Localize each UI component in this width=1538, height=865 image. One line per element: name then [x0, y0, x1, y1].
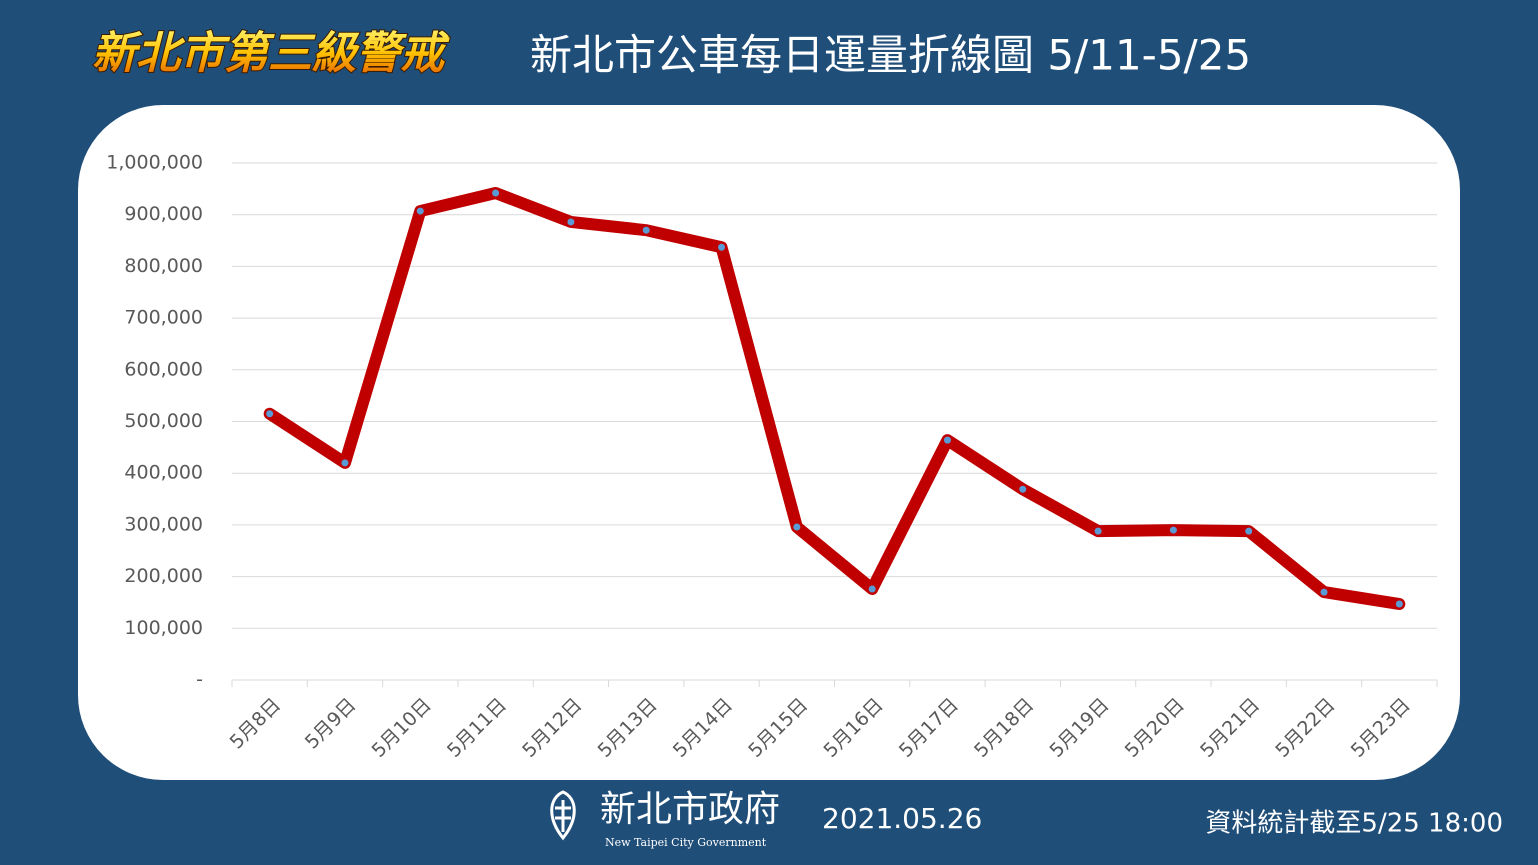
- data-point: [567, 218, 575, 226]
- data-point: [1245, 527, 1253, 535]
- data-point: [718, 243, 726, 251]
- y-tick-label: 500,000: [124, 410, 203, 432]
- logo-icon: [550, 790, 576, 841]
- y-tick-label: 1,000,000: [106, 152, 203, 174]
- data-point: [1169, 526, 1177, 534]
- data-point: [1019, 485, 1027, 493]
- data-point: [943, 436, 951, 444]
- data-point: [266, 410, 274, 418]
- series-line: [263, 186, 1406, 611]
- data-point: [1395, 600, 1403, 608]
- y-tick-label: 400,000: [124, 462, 203, 484]
- data-point: [1320, 588, 1328, 596]
- data-point: [492, 189, 500, 197]
- data-point: [1094, 527, 1102, 535]
- logo-icon: [555, 800, 571, 832]
- badge: 新北市第三級警戒: [92, 28, 450, 79]
- data-point: [868, 585, 876, 593]
- org-name: 新北市政府: [600, 789, 780, 830]
- data-point: [416, 207, 424, 215]
- date: 2021.05.26: [822, 802, 982, 835]
- plot: - 100,000 200,000 300,000 400,000 500,000 600,…: [106, 152, 1438, 762]
- y-tick-label: 300,000: [124, 513, 203, 535]
- data-point: [793, 523, 801, 531]
- y-tick-label: 600,000: [124, 358, 203, 380]
- y-tick-label: -: [196, 669, 203, 691]
- y-tick-label: 800,000: [124, 255, 203, 277]
- data-point: [642, 226, 650, 234]
- footnote: 資料統計截至5/25 18:00: [1205, 809, 1503, 839]
- logo: [550, 790, 576, 841]
- org-name-en: New Taipei City Government: [605, 836, 767, 849]
- y-tick-label: 100,000: [124, 617, 203, 639]
- y-tick-label: 700,000: [124, 307, 203, 329]
- data-point: [341, 459, 349, 467]
- chart-title: 新北市公車每日運量折線圖 5/11-5/25: [530, 31, 1251, 80]
- y-tick-label: 200,000: [124, 565, 203, 587]
- y-tick-label: 900,000: [124, 203, 203, 225]
